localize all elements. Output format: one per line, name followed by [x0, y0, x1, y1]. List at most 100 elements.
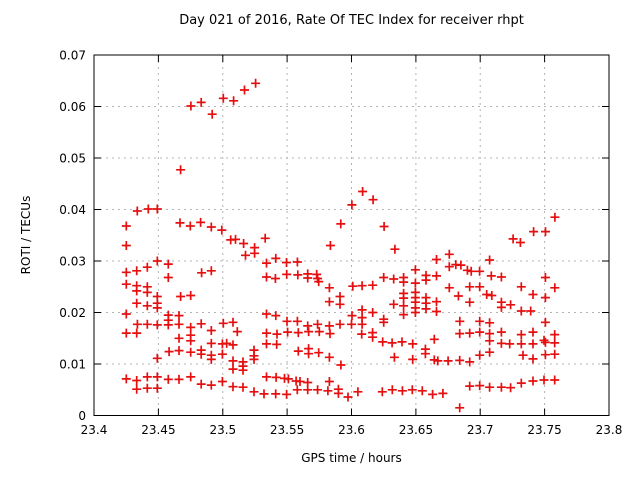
data-point [539, 335, 549, 345]
data-point [228, 382, 238, 392]
data-point [357, 305, 367, 315]
data-point [444, 249, 454, 259]
data-point [152, 353, 162, 363]
data-point [408, 339, 418, 349]
data-point [347, 311, 357, 321]
data-point [121, 279, 131, 289]
gridlines [94, 55, 609, 416]
data-point [516, 330, 526, 340]
data-point [132, 319, 142, 329]
data-point [292, 316, 302, 326]
data-point [186, 291, 196, 300]
data-point [516, 306, 526, 316]
data-point [455, 403, 465, 413]
data-point [142, 383, 152, 393]
data-point [228, 317, 238, 327]
data-point [121, 221, 131, 231]
data-point [443, 356, 453, 366]
data-point [222, 338, 232, 348]
data-point [496, 272, 506, 282]
data-point [249, 354, 259, 364]
data-point [132, 384, 142, 394]
data-point [390, 244, 400, 254]
data-point [174, 311, 184, 321]
data-point [283, 327, 293, 337]
data-point [368, 195, 378, 205]
data-point [378, 337, 388, 347]
data-point [132, 266, 142, 276]
data-point [262, 328, 271, 338]
data-point [540, 317, 550, 327]
data-point [550, 349, 560, 359]
data-point [282, 389, 292, 399]
data-point [295, 377, 305, 386]
data-point [444, 283, 454, 293]
data-point [175, 218, 185, 228]
data-point [518, 350, 528, 360]
data-point [528, 290, 538, 299]
data-point [475, 327, 485, 337]
data-point [132, 328, 142, 338]
data-point [353, 387, 363, 397]
data-point [271, 253, 281, 263]
data-point [333, 388, 343, 398]
data-point [550, 212, 560, 222]
data-point [455, 316, 465, 326]
data-point [506, 300, 516, 310]
data-point [465, 282, 475, 292]
data-point [348, 281, 358, 291]
data-point [456, 260, 466, 270]
x-tick-label: 23.7 [467, 423, 494, 437]
data-point [152, 303, 162, 313]
data-point [282, 269, 292, 279]
data-point [410, 308, 420, 317]
data-point [485, 382, 495, 392]
data-point [486, 271, 496, 281]
data-point [152, 372, 162, 382]
x-tick-labels: 23.4 23.45 23.5 23.55 23.6 23.65 23.7 23.75 23.8 [81, 423, 623, 437]
data-point [176, 292, 186, 301]
data-point [433, 356, 443, 366]
data-point [272, 339, 282, 349]
data-point [455, 355, 465, 365]
y-tick-label: 0.02 [59, 306, 86, 320]
data-point [174, 319, 184, 329]
data-point [271, 311, 281, 321]
data-point [262, 309, 271, 319]
data-point [197, 268, 207, 278]
data-point [540, 293, 550, 303]
data-point [387, 385, 397, 395]
data-point [312, 269, 322, 279]
data-point [528, 354, 538, 364]
data-point [282, 316, 292, 326]
data-point [142, 301, 152, 311]
data-point [206, 354, 216, 364]
data-point [475, 350, 485, 360]
data-point [324, 283, 334, 293]
data-point [357, 329, 367, 339]
data-point [163, 273, 173, 282]
data-point [293, 328, 303, 338]
data-point [550, 283, 560, 293]
y-tick-label: 0.04 [59, 203, 86, 217]
data-point [218, 93, 228, 103]
data-point [206, 338, 216, 348]
data-point [164, 347, 174, 357]
data-point [410, 278, 420, 288]
data-point [323, 386, 333, 396]
data-point [207, 109, 217, 119]
data-point [432, 297, 441, 307]
data-point [228, 340, 238, 350]
x-tick-label: 23.6 [338, 423, 365, 437]
data-point [539, 375, 549, 385]
data-point [186, 336, 196, 346]
data-point [397, 337, 407, 347]
data-point [293, 346, 303, 356]
data-point [432, 307, 441, 316]
data-point [516, 282, 526, 292]
x-tick-label: 23.45 [141, 423, 175, 437]
data-point [260, 233, 270, 243]
x-tick-label: 23.75 [527, 423, 561, 437]
data-point [303, 273, 313, 283]
data-point [217, 377, 227, 386]
